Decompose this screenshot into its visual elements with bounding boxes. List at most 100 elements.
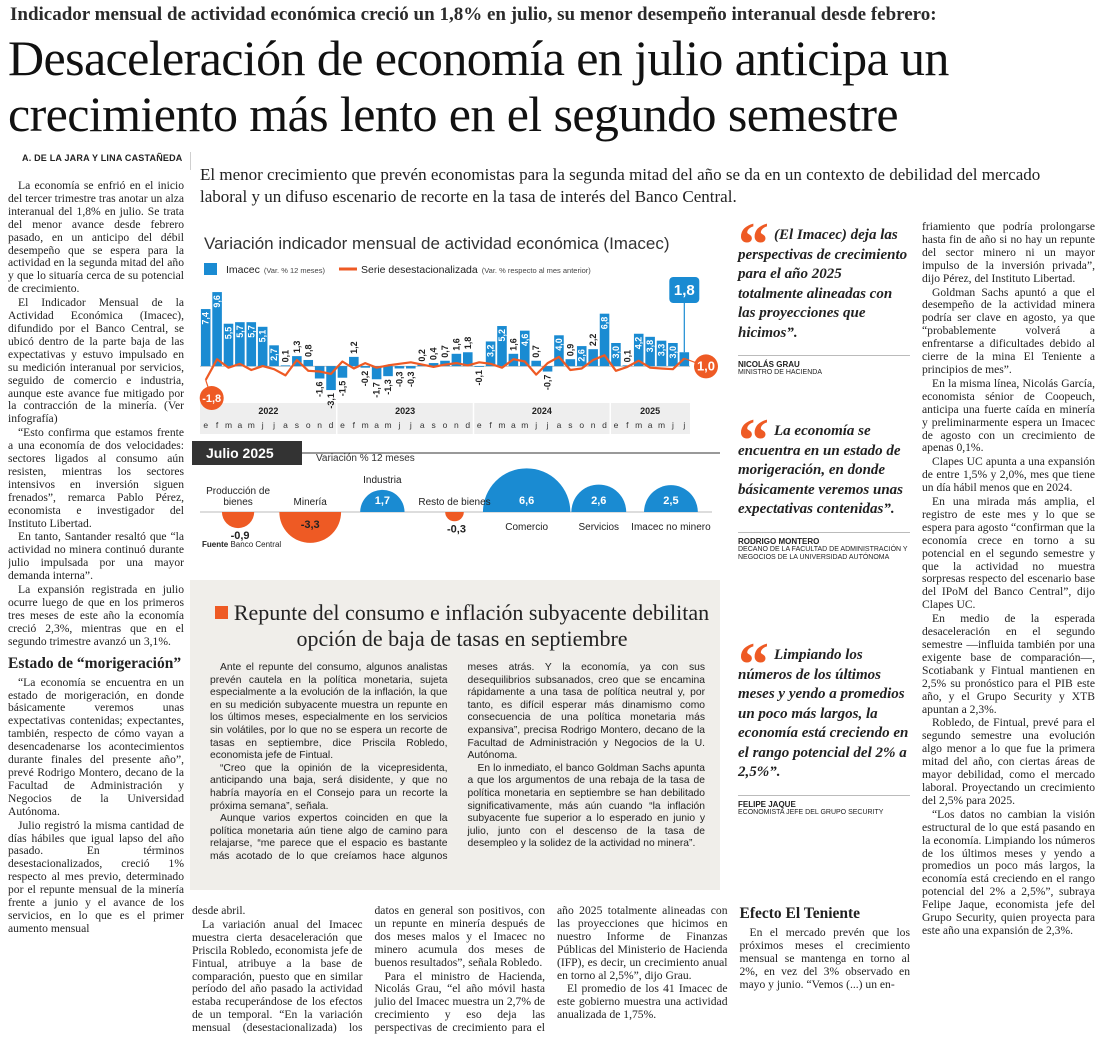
bubble — [221, 512, 255, 529]
x-tick-label: d — [602, 420, 607, 430]
bar — [337, 366, 348, 378]
bar-label: 0,8 — [303, 344, 313, 357]
bar — [200, 309, 211, 367]
x-tick-label: j — [546, 420, 549, 430]
x-tick-label: d — [329, 420, 334, 430]
chart-title: Variación indicador mensual de actividad… — [204, 234, 670, 253]
headline: Desaceleración de economía en julio anti… — [8, 30, 949, 142]
x-tick-label: j — [682, 420, 685, 430]
x-tick-label: j — [397, 420, 400, 430]
quote: “ La economía se encuentra en un estado … — [738, 410, 910, 646]
bar-label: 3,3 — [657, 344, 667, 357]
bar-label: 4,2 — [634, 337, 644, 350]
bubble — [279, 512, 342, 543]
x-tick-label: m — [362, 420, 369, 430]
x-tick-label: s — [431, 420, 435, 430]
x-tick-label: m — [635, 420, 642, 430]
x-tick-label: e — [477, 420, 482, 430]
category-label: Servicios — [578, 522, 620, 533]
bar-label: 4,0 — [554, 338, 564, 351]
bubble-label: 2,5 — [663, 495, 678, 507]
x-tick-label: e — [203, 420, 208, 430]
source-label: Fuente — [202, 540, 229, 549]
right-column: friamiento que podría prolongarse hasta … — [922, 221, 1095, 1045]
bar — [565, 359, 576, 367]
bar-label: 5,2 — [497, 329, 507, 342]
bar — [531, 360, 541, 367]
x-tick-label: j — [409, 420, 412, 430]
bar-label: 5,5 — [223, 327, 233, 340]
bar-label: -3,1 — [326, 393, 336, 409]
x-tick-label: a — [374, 420, 379, 430]
x-tick-label: a — [511, 420, 516, 430]
bar — [656, 340, 667, 367]
bar — [212, 292, 222, 367]
paragraph: Aunque varios expertos coinciden en que … — [210, 662, 705, 862]
bar-label: 0,2 — [417, 349, 427, 362]
bar — [406, 366, 416, 369]
quote-role: DECANO DE LA FACULTAD DE ADMINISTRACIÓN … — [738, 545, 908, 561]
bar — [360, 366, 371, 368]
paragraph: “Creo que la opinión de la vicepresident… — [210, 762, 448, 812]
bar — [463, 352, 473, 367]
bar-label: -0,1 — [474, 370, 484, 386]
bubble-label: 2,6 — [591, 495, 606, 507]
paragraph: En el mercado prevén que los próximos me… — [739, 926, 911, 991]
paragraph: En una mirada más amplia, el registro de… — [922, 495, 1095, 612]
bar — [485, 341, 496, 367]
quote-role: MINISTRO DE HACIENDA — [738, 369, 823, 376]
bubble — [571, 484, 627, 512]
bar-label: 0,9 — [565, 344, 575, 357]
year-label: 2025 — [640, 406, 660, 416]
bar-label: 4,6 — [520, 334, 530, 347]
quote-name: RODRIGO MONTERO — [738, 531, 910, 546]
quote-mark: “ — [738, 631, 769, 699]
bar-label: 3,0 — [668, 346, 678, 359]
bar — [611, 343, 621, 367]
paragraph: El promedio de los 41 Imacec de este gob… — [557, 982, 728, 1022]
x-tick-label: o — [306, 420, 311, 430]
bar — [668, 343, 678, 367]
quote-name: FELIPE JAQUE — [738, 794, 910, 809]
bar-label: -0,2 — [360, 371, 370, 387]
bar — [246, 322, 257, 367]
paragraph: En tanto, Santander resaltó que “la acti… — [8, 530, 184, 583]
bubble-label: 1,7 — [375, 495, 390, 507]
year-label: 2024 — [532, 406, 552, 416]
x-tick-label: j — [671, 420, 674, 430]
bar-label: 0,1 — [622, 350, 632, 363]
quote-role: ECONOMISTA JEFE DEL GRUPO SECURITY — [738, 808, 884, 816]
quote-name: NICOLÁS GRAU — [738, 355, 910, 369]
x-tick-label: n — [591, 420, 596, 430]
x-tick-label: m — [521, 420, 528, 430]
x-tick-label: s — [295, 420, 299, 430]
bottom-columns: desde abril. La variación anual del Imace… — [192, 905, 910, 1045]
bar — [440, 360, 450, 367]
bar-label: 1,3 — [292, 341, 302, 354]
bubble — [644, 485, 698, 512]
line-label: -1,8 — [202, 393, 221, 405]
paragraph: Julio registró la misma cantidad de días… — [8, 818, 184, 935]
bar — [326, 366, 336, 391]
paragraph: friamiento que podría prolongarse hasta … — [922, 221, 1095, 285]
bar-label: 5,7 — [235, 325, 245, 338]
bar — [497, 326, 507, 367]
x-tick-label: o — [443, 420, 448, 430]
legend-label: Imacec — [226, 264, 260, 276]
paragraph: desde abril. — [192, 905, 246, 917]
line-label: 1,0 — [697, 358, 715, 373]
bar-label: 1,6 — [508, 338, 518, 351]
line — [204, 354, 686, 381]
bar — [303, 359, 314, 367]
bubble-label: -0,3 — [447, 523, 466, 535]
bar-label: 5,1 — [258, 330, 268, 343]
x-tick-label: m — [658, 420, 665, 430]
x-tick-label: e — [340, 420, 345, 430]
bar-label: -1,7 — [372, 382, 382, 398]
quotes: “ (El Imacec) deja las perspectivas de c… — [738, 214, 910, 886]
tab-title: Julio 2025 — [206, 445, 274, 461]
sub-headline: Repunte del consumo e inflación subyacen… — [233, 600, 710, 651]
bar-label: -1,3 — [383, 379, 393, 395]
bar-label: 1,8 — [463, 337, 473, 350]
